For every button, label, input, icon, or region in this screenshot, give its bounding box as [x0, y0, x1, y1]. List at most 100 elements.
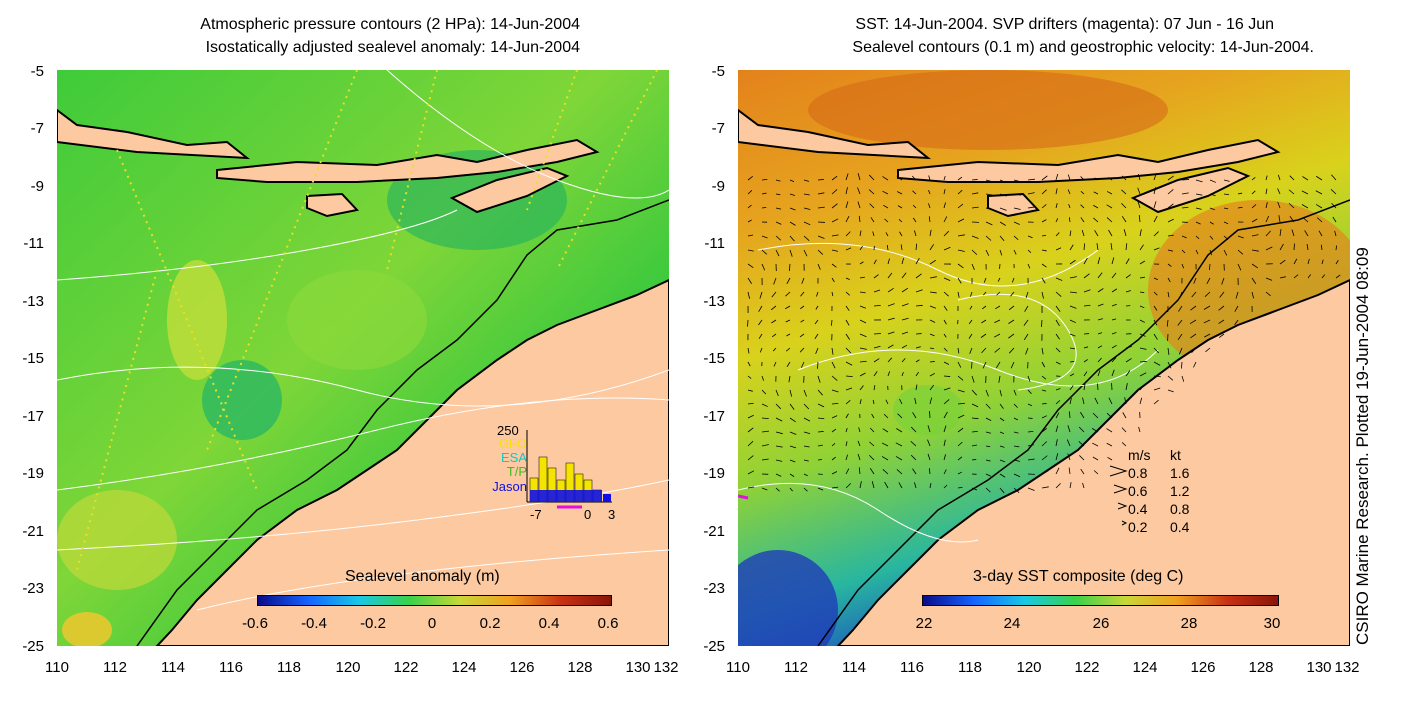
- velocity-vector: [928, 175, 931, 181]
- velocity-vector: [1069, 244, 1074, 251]
- left-colorbar-label: -0.6: [242, 615, 268, 632]
- velocity-vector: [971, 249, 978, 255]
- velocity-vector: [1209, 263, 1211, 271]
- velocity-vector: [1195, 179, 1203, 183]
- velocity-vector: [1055, 203, 1058, 209]
- velocity-vector: [998, 375, 1001, 383]
- velocity-legend-kt: 1.6: [1170, 465, 1190, 481]
- velocity-vector: [747, 249, 754, 252]
- velocity-vector: [895, 442, 903, 447]
- australia-land: [155, 278, 669, 646]
- velocity-vector: [1008, 319, 1015, 324]
- velocity-vector: [1013, 473, 1021, 478]
- velocity-vector: [1111, 257, 1115, 265]
- velocity-vector: [1068, 467, 1071, 475]
- left-title-line2: Isostatically adjusted sealevel anomaly:…: [205, 39, 580, 56]
- velocity-vector: [1167, 189, 1174, 195]
- velocity-vector: [1055, 319, 1060, 327]
- velocity-vector: [772, 347, 777, 352]
- right-sst-map: [738, 70, 1350, 646]
- velocity-vector: [1307, 258, 1310, 265]
- velocity-vector: [1041, 204, 1047, 209]
- velocity-vector: [1153, 187, 1157, 195]
- velocity-vector: [1055, 483, 1061, 489]
- velocity-vector: [957, 189, 963, 195]
- velocity-vector: [896, 469, 903, 475]
- velocity-vector: [1139, 333, 1146, 337]
- velocity-vector: [943, 387, 951, 391]
- velocity-vector: [1055, 453, 1059, 461]
- velocity-vector: [1167, 175, 1174, 181]
- velocity-vector: [1318, 230, 1323, 237]
- velocity-vector: [747, 175, 753, 181]
- velocity-vector: [1092, 456, 1099, 461]
- velocity-vector: [747, 219, 752, 223]
- velocity-vector: [747, 277, 752, 284]
- velocity-vector: [1251, 204, 1257, 209]
- velocity-vector: [831, 249, 839, 252]
- left-y-tick: -7: [30, 120, 44, 137]
- velocity-vector: [1277, 201, 1281, 209]
- velocity-vector: [747, 427, 754, 433]
- right-x-tick: 116: [900, 659, 924, 676]
- anomaly-blob: [202, 360, 282, 440]
- left-colorbar: [257, 595, 612, 606]
- velocity-vector: [1153, 361, 1161, 366]
- velocity-vector: [887, 258, 890, 265]
- right-x-tick: 120: [1016, 659, 1042, 676]
- velocity-vector: [1069, 373, 1075, 377]
- velocity-vector: [943, 361, 950, 365]
- velocity-vector: [1304, 230, 1309, 237]
- velocity-vector: [747, 389, 753, 392]
- velocity-vector: [759, 347, 763, 353]
- velocity-vector: [971, 375, 975, 383]
- velocity-vector: [929, 482, 932, 489]
- shelf-break-line: [136, 199, 669, 646]
- velocity-vector: [999, 235, 1005, 242]
- velocity-vector: [971, 206, 979, 209]
- velocity-vector: [1223, 249, 1228, 256]
- sealevel-contour: [757, 242, 1099, 287]
- velocity-vector: [1069, 385, 1074, 391]
- velocity-vector: [761, 430, 769, 433]
- velocity-vector: [943, 230, 950, 237]
- velocity-vector: [1121, 215, 1127, 223]
- velocity-vector: [1111, 332, 1117, 335]
- velocity-vector: [884, 481, 889, 489]
- velocity-vector: [845, 231, 851, 237]
- velocity-vector: [775, 235, 782, 241]
- left-x-tick: 112: [103, 659, 127, 676]
- velocity-vector: [803, 389, 807, 397]
- velocity-vector: [1041, 277, 1046, 284]
- velocity-vector: [957, 402, 965, 405]
- velocity-vector: [800, 319, 805, 323]
- velocity-vector: [1251, 234, 1259, 237]
- velocity-vector: [1067, 453, 1071, 461]
- velocity-vector: [1137, 201, 1141, 209]
- velocity-vector: [1203, 305, 1211, 310]
- velocity-vector: [771, 333, 777, 338]
- anomaly-blob: [57, 490, 177, 590]
- left-y-tick: -9: [30, 178, 44, 195]
- velocity-vector: [859, 333, 867, 338]
- velocity-vector: [747, 190, 753, 195]
- velocity-vector: [1315, 190, 1323, 195]
- velocity-vector: [896, 191, 903, 195]
- velocity-vector: [899, 398, 903, 405]
- velocity-vector: [1027, 444, 1035, 447]
- velocity-vector: [969, 305, 973, 310]
- velocity-vector: [985, 179, 993, 183]
- satellite-track: [206, 70, 358, 451]
- velocity-vector: [1251, 177, 1256, 181]
- velocity-vector: [1083, 371, 1088, 377]
- velocity-vector: [914, 397, 917, 405]
- shelf-break-line: [817, 199, 1350, 646]
- velocity-vector: [817, 459, 823, 461]
- satellite-track: [76, 269, 158, 571]
- right-colorbar-label: 24: [1003, 615, 1021, 632]
- velocity-vector: [1334, 230, 1337, 237]
- velocity-vector: [1066, 439, 1071, 447]
- velocity-vector: [1094, 230, 1099, 237]
- velocity-vector: [858, 467, 861, 475]
- velocity-vector: [1096, 243, 1099, 251]
